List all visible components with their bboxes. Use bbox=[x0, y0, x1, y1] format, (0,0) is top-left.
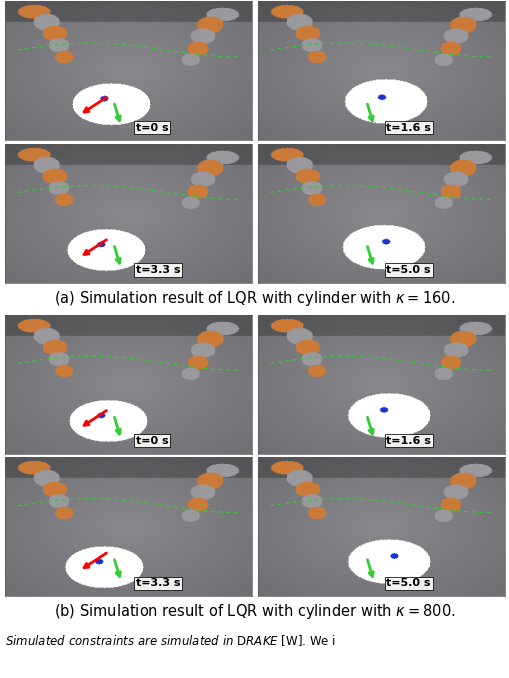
Text: (b) Simulation result of LQR with cylinder with $\kappa = 800$.: (b) Simulation result of LQR with cylind… bbox=[54, 602, 455, 622]
Text: t=0 s: t=0 s bbox=[135, 436, 168, 446]
Text: t=5.0 s: t=5.0 s bbox=[386, 265, 430, 275]
Text: t=1.6 s: t=1.6 s bbox=[386, 123, 431, 133]
Text: (a) Simulation result of LQR with cylinder with $\kappa = 160$.: (a) Simulation result of LQR with cylind… bbox=[54, 289, 455, 308]
Text: t=5.0 s: t=5.0 s bbox=[386, 578, 430, 589]
Text: t=3.3 s: t=3.3 s bbox=[135, 578, 180, 589]
Text: t=1.6 s: t=1.6 s bbox=[386, 436, 431, 446]
Text: $\mathit{Simulated\ constraints\ are\ simulated\ in\ }$D$\mathit{RAKE}$ [W]. We : $\mathit{Simulated\ constraints\ are\ si… bbox=[5, 633, 335, 648]
Text: t=0 s: t=0 s bbox=[135, 123, 168, 133]
Text: t=3.3 s: t=3.3 s bbox=[135, 265, 180, 275]
